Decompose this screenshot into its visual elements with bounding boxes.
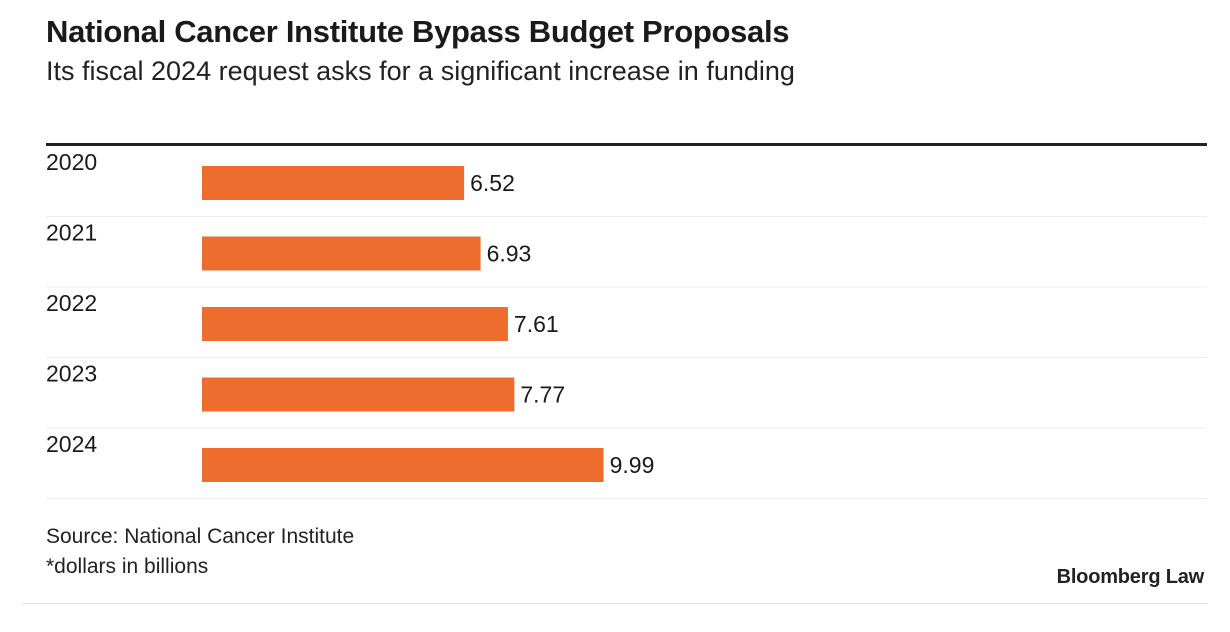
category-label-2024: 2024: [46, 431, 97, 457]
top-rule: [46, 143, 1207, 146]
source-note: Source: National Cancer Institute: [46, 525, 355, 548]
category-label-2021: 2021: [46, 220, 97, 246]
bar-2020: [202, 166, 465, 200]
category-label-2023: 2023: [46, 361, 97, 387]
bar-2024: [202, 448, 604, 482]
brand-logo: Bloomberg Law: [1056, 566, 1205, 588]
value-label-2023: 7.77: [520, 382, 565, 408]
bottom-rule: [22, 603, 1208, 604]
bar-2021: [202, 236, 481, 271]
value-label-2022: 7.61: [514, 311, 559, 337]
category-label-2022: 2022: [46, 290, 97, 316]
chart-subtitle: Its fiscal 2024 request asks for a signi…: [46, 56, 795, 86]
value-label-2020: 6.52: [470, 170, 515, 196]
bar-2022: [202, 307, 508, 341]
value-label-2021: 6.93: [487, 241, 532, 267]
units-note: *dollars in billions: [46, 555, 209, 578]
category-label-2020: 2020: [46, 149, 97, 175]
chart-title: National Cancer Institute Bypass Budget …: [46, 14, 790, 49]
value-label-2024: 9.99: [610, 452, 655, 478]
bar-2023: [202, 377, 515, 412]
